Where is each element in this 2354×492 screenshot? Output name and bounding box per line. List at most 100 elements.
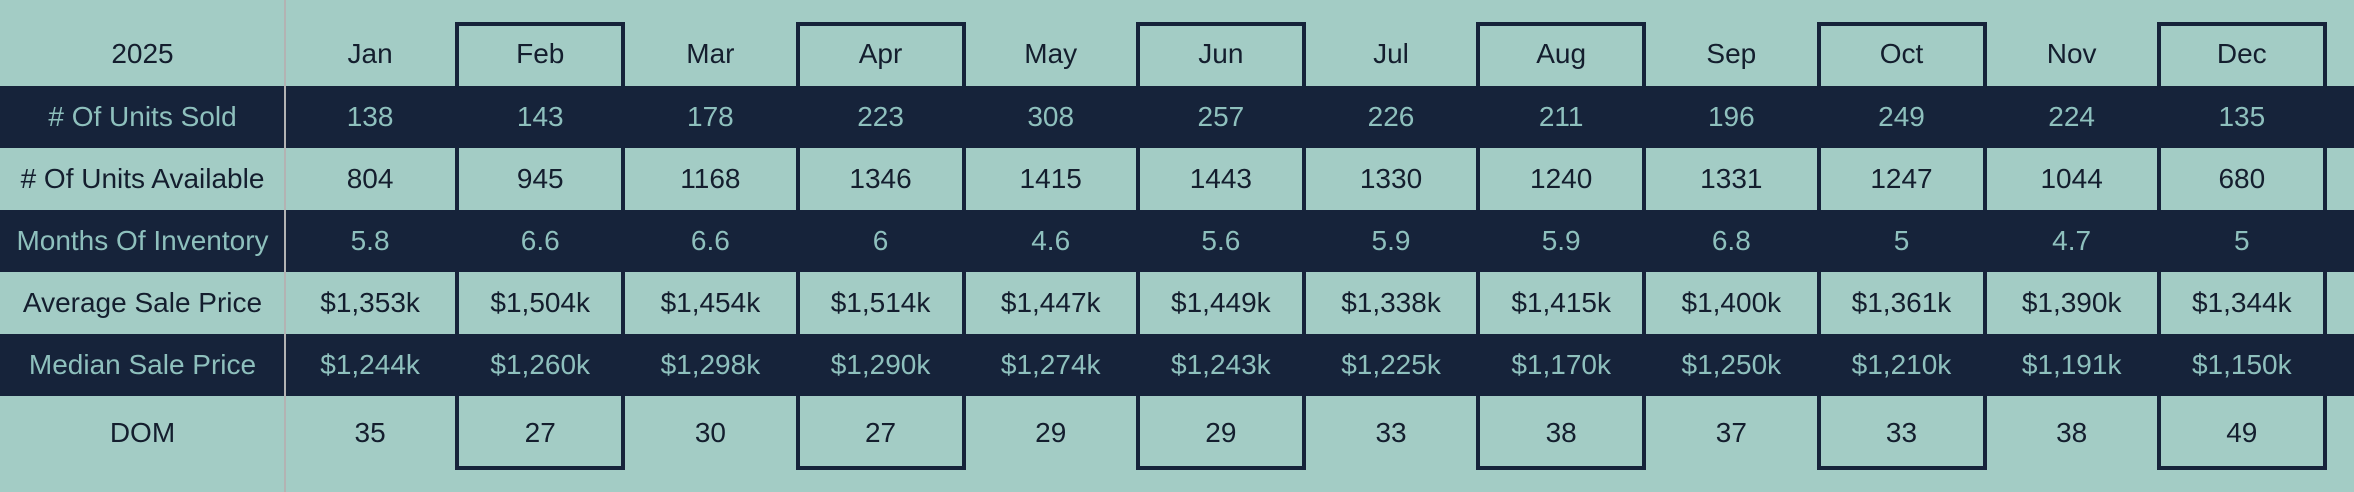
- table-row-dom: DOM 35 27 30 27 29 29 33 38 37 33 38 49: [0, 396, 2354, 470]
- cell-average-sale-price-apr: $1,514k: [830, 287, 931, 318]
- cell-average-sale-price-feb: $1,504k: [490, 287, 591, 318]
- cell-months-of-inventory-sep: 6.8: [1711, 225, 1751, 256]
- row-label-average-sale-price: Average Sale Price: [22, 287, 263, 318]
- cell-units-available-oct: 1247: [1870, 163, 1933, 194]
- label-column-divider: [284, 0, 286, 492]
- cell-units-available-may: 1415: [1019, 163, 1082, 194]
- cell-dom-jul: 33: [1375, 417, 1407, 448]
- cell-dom-jun: 29: [1205, 417, 1237, 448]
- cell-units-sold-feb: 143: [516, 101, 564, 132]
- table-row-median-sale-price: Median Sale Price $1,244k $1,260k $1,298k $1…: [0, 334, 2354, 396]
- cell-units-available-jan: 804: [346, 163, 394, 194]
- month-header-jul: Jul: [1373, 38, 1409, 69]
- cell-units-available-aug: 1240: [1530, 163, 1593, 194]
- cell-median-sale-price-nov: $1,191k: [2021, 349, 2122, 380]
- table-row-units-sold: # Of Units Sold 138 143 178 223 308 257 226 211 1…: [0, 86, 2354, 148]
- cell-median-sale-price-mar: $1,298k: [660, 349, 761, 380]
- cell-months-of-inventory-mar: 6.6: [690, 225, 730, 256]
- cell-average-sale-price-jun: $1,449k: [1171, 287, 1271, 318]
- year-cell: 2025: [111, 38, 174, 69]
- cell-units-available-dec: 680: [2218, 163, 2266, 194]
- month-header-apr: Apr: [858, 38, 903, 69]
- cell-median-sale-price-dec: $1,150k: [2191, 349, 2292, 380]
- cell-median-sale-price-may: $1,274k: [1000, 349, 1101, 380]
- month-header-nov: Nov: [2046, 38, 2097, 69]
- cell-dom-apr: 27: [864, 417, 897, 448]
- cell-median-sale-price-aug: $1,170k: [1511, 349, 1611, 380]
- cell-average-sale-price-jan: $1,353k: [320, 287, 420, 318]
- cell-median-sale-price-oct: $1,210k: [1851, 349, 1952, 380]
- month-header-feb: Feb: [516, 38, 565, 69]
- cell-dom-mar: 30: [694, 417, 726, 448]
- cell-average-sale-price-dec: $1,344k: [2191, 287, 2292, 318]
- cell-units-sold-aug: 211: [1538, 101, 1584, 132]
- cell-median-sale-price-jul: $1,225k: [1341, 349, 1441, 380]
- cell-months-of-inventory-oct: 5: [1893, 225, 1910, 256]
- cell-units-sold-may: 308: [1027, 101, 1075, 132]
- cell-average-sale-price-oct: $1,361k: [1851, 287, 1952, 318]
- cell-units-sold-oct: 249: [1878, 101, 1925, 132]
- row-label-dom: DOM: [109, 417, 176, 448]
- cell-units-sold-jun: 257: [1197, 101, 1245, 132]
- cell-average-sale-price-mar: $1,454k: [660, 287, 761, 318]
- cell-dom-oct: 33: [1885, 417, 1918, 448]
- month-header-oct: Oct: [1879, 38, 1924, 69]
- cell-dom-feb: 27: [524, 417, 556, 448]
- cell-average-sale-price-aug: $1,415k: [1511, 287, 1611, 318]
- month-header-may: May: [1024, 38, 1078, 69]
- row-label-median-sale-price: Median Sale Price: [28, 349, 257, 380]
- cell-dom-jan: 35: [354, 417, 386, 448]
- cell-units-available-mar: 1168: [680, 163, 741, 194]
- cell-average-sale-price-nov: $1,390k: [2021, 287, 2122, 318]
- cell-units-sold-sep: 196: [1707, 101, 1755, 132]
- cell-months-of-inventory-apr: 6: [872, 225, 889, 256]
- cell-dom-may: 29: [1035, 417, 1067, 448]
- cell-dom-sep: 37: [1715, 417, 1747, 448]
- cell-units-sold-nov: 224: [2048, 101, 2095, 132]
- table-row-units-available: # Of Units Available 804 945 1168 1346 1415 14…: [0, 148, 2354, 210]
- cell-average-sale-price-sep: $1,400k: [1681, 287, 1782, 318]
- month-header-sep: Sep: [1706, 38, 1757, 69]
- cell-months-of-inventory-feb: 6.6: [520, 225, 560, 256]
- cell-units-sold-jan: 138: [346, 101, 394, 132]
- table-row-months-of-inventory: Months Of Inventory 5.8 6.6 6.6 6 4.6 5.6 5.9 5.…: [0, 210, 2354, 272]
- cell-median-sale-price-sep: $1,250k: [1681, 349, 1782, 380]
- header-row: 2025 Jan Feb Mar Apr May Jun Jul Aug Sep Oct Nov De…: [0, 0, 2354, 86]
- cell-months-of-inventory-jan: 5.8: [350, 225, 390, 256]
- month-header-jan: Jan: [347, 38, 393, 69]
- cell-units-available-apr: 1346: [849, 163, 912, 194]
- cell-dom-dec: 49: [2226, 417, 2258, 448]
- cell-units-available-jun: 1443: [1189, 163, 1252, 194]
- month-header-dec: Dec: [2216, 38, 2267, 69]
- cell-months-of-inventory-nov: 4.7: [2052, 225, 2092, 256]
- month-header-aug: Aug: [1536, 38, 1587, 69]
- cell-dom-nov: 38: [2056, 417, 2088, 448]
- month-header-jun: Jun: [1198, 38, 1244, 69]
- cell-months-of-inventory-may: 4.6: [1031, 225, 1071, 256]
- cell-average-sale-price-may: $1,447k: [1000, 287, 1101, 318]
- cell-median-sale-price-apr: $1,290k: [830, 349, 931, 380]
- row-label-units-available: # Of Units Available: [20, 163, 265, 194]
- cell-median-sale-price-feb: $1,260k: [490, 349, 591, 380]
- cell-units-available-jul: 1330: [1359, 163, 1423, 194]
- cell-units-available-nov: 1044: [2040, 163, 2103, 194]
- cell-months-of-inventory-jul: 5.9: [1371, 225, 1411, 256]
- cell-median-sale-price-jan: $1,244k: [320, 349, 420, 380]
- month-header-mar: Mar: [686, 38, 735, 69]
- table-row-average-sale-price: Average Sale Price $1,353k $1,504k $1,454k $…: [0, 272, 2354, 334]
- row-label-units-sold: # Of Units Sold: [48, 101, 237, 132]
- cell-units-sold-apr: 223: [857, 101, 904, 132]
- cell-units-available-feb: 945: [516, 163, 564, 194]
- cell-units-sold-dec: 135: [2218, 101, 2266, 132]
- row-label-months-of-inventory: Months Of Inventory: [16, 225, 269, 256]
- cell-units-available-sep: 1331: [1700, 163, 1763, 194]
- cell-months-of-inventory-aug: 5.9: [1541, 225, 1581, 256]
- cell-units-sold-mar: 178: [687, 101, 734, 132]
- cell-dom-aug: 38: [1545, 417, 1577, 448]
- cell-average-sale-price-jul: $1,338k: [1341, 287, 1441, 318]
- cell-units-sold-jul: 226: [1367, 101, 1415, 132]
- cell-median-sale-price-jun: $1,243k: [1171, 349, 1271, 380]
- cell-months-of-inventory-jun: 5.6: [1201, 225, 1241, 256]
- cell-months-of-inventory-dec: 5: [2234, 225, 2250, 256]
